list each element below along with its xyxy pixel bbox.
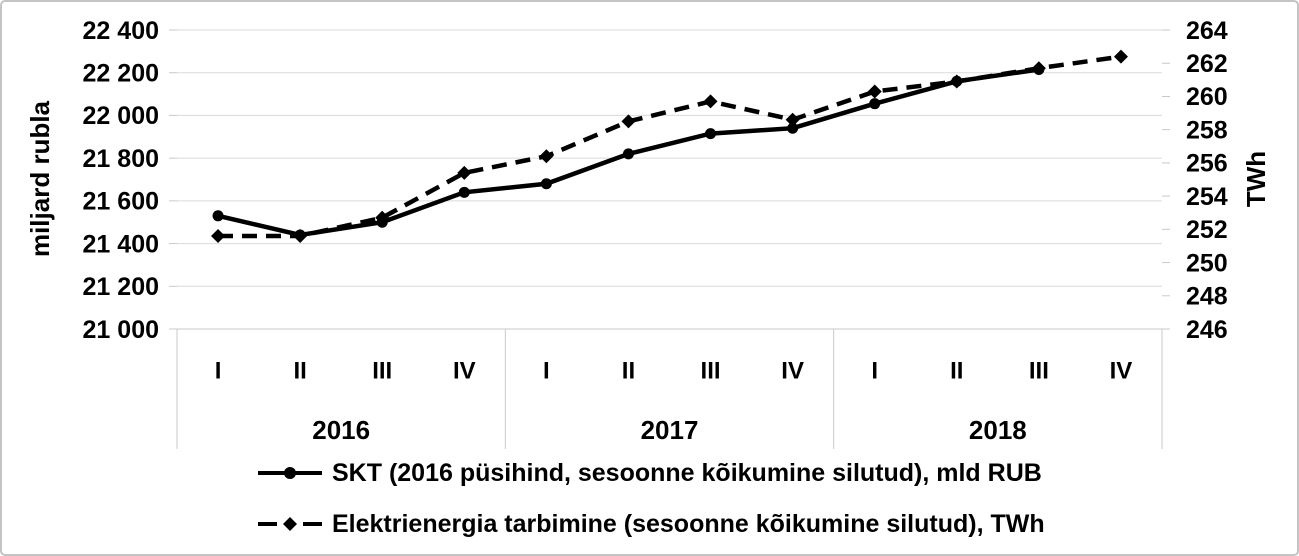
quarter-label: IV: [453, 357, 476, 384]
quarter-label: I: [215, 357, 222, 384]
data-point-marker: [867, 84, 882, 99]
data-point-marker: [458, 186, 470, 198]
data-point-marker: [1031, 61, 1046, 76]
legend-item-electricity: Elektrienergia tarbimine (sesoonne kõiku…: [258, 509, 1045, 539]
quarter-label: II: [622, 357, 635, 384]
right-axis-tick-label: 252: [1186, 216, 1228, 244]
quarter-label: II: [950, 357, 963, 384]
right-axis-tick-label: 246: [1186, 316, 1228, 344]
data-point-marker: [211, 228, 226, 243]
data-point-marker: [949, 74, 964, 89]
left-axis-tick-label: 21 200: [83, 273, 159, 301]
data-point-marker: [375, 210, 390, 225]
left-axis-tick-label: 21 600: [83, 188, 159, 216]
data-point-marker: [621, 114, 636, 129]
left-axis-tick-label: 22 000: [83, 102, 159, 130]
data-point-marker: [703, 94, 718, 109]
right-axis-tick-label: 262: [1186, 50, 1228, 78]
data-point-marker: [1113, 49, 1128, 64]
quarter-label: I: [543, 357, 550, 384]
quarter-label: III: [372, 357, 392, 384]
data-point-marker: [293, 228, 308, 243]
solid-line-circle-marker-icon: [258, 467, 322, 479]
left-axis-tick-label: 22 400: [83, 17, 159, 45]
data-point-marker: [212, 210, 224, 222]
right-axis-tick-label: 250: [1186, 249, 1228, 277]
legend-item-skt: SKT (2016 püsihind, sesoonne kõikumine s…: [258, 458, 1042, 488]
right-axis-tick-label: 254: [1186, 183, 1228, 211]
right-axis-tick-label: 258: [1186, 116, 1228, 144]
quarter-label: I: [871, 357, 878, 384]
left-axis-tick-label: 21 400: [83, 230, 159, 258]
right-axis-tick-label: 248: [1186, 283, 1228, 311]
data-point-marker: [705, 128, 717, 140]
year-label: 2017: [641, 415, 699, 445]
legend-label-skt: SKT (2016 püsihind, sesoonne kõikumine s…: [332, 458, 1042, 487]
data-point-marker: [539, 149, 554, 164]
right-axis-title: TWh: [1241, 150, 1271, 208]
data-point-marker: [787, 122, 799, 134]
quarter-label: III: [1029, 357, 1049, 384]
quarter-label: IV: [1110, 357, 1133, 384]
data-point-marker: [869, 98, 881, 110]
left-axis-tick-label: 21 800: [83, 145, 159, 173]
data-point-marker: [785, 112, 800, 127]
data-point-marker: [622, 148, 634, 160]
data-point-marker: [540, 178, 552, 190]
right-axis-tick-label: 260: [1186, 83, 1228, 111]
year-label: 2016: [312, 415, 370, 445]
left-axis-title: miljard rubla: [25, 100, 55, 258]
left-axis-tick-label: 22 200: [83, 59, 159, 87]
right-axis-tick-label: 264: [1186, 17, 1228, 45]
data-point-marker: [457, 165, 472, 180]
dashed-line-diamond-marker-icon: [258, 517, 322, 531]
left-axis-tick-label: 21 000: [83, 316, 159, 344]
right-axis-tick-label: 256: [1186, 150, 1228, 178]
quarter-label: II: [293, 357, 306, 384]
legend-label-electricity: Elektrienergia tarbimine (sesoonne kõiku…: [332, 509, 1045, 538]
quarter-label: IV: [781, 357, 804, 384]
year-label: 2018: [969, 415, 1027, 445]
quarter-label: III: [701, 357, 721, 384]
series-line-2: [218, 54, 1122, 239]
